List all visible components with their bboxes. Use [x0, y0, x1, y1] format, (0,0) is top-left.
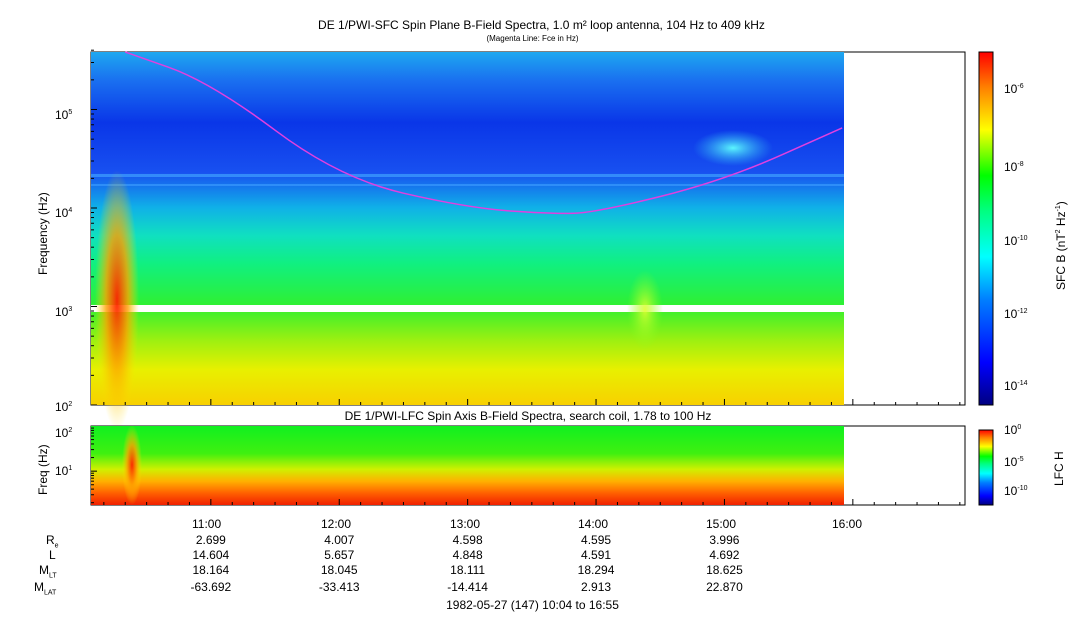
ephem-label-l: L	[49, 548, 56, 562]
ephem-value-re: 4.007	[324, 533, 355, 547]
time-tick-1100: 11:00	[192, 517, 222, 531]
footer-time-range: 1982-05-27 (147) 10:04 to 16:55	[446, 598, 619, 612]
ephem-value-l: 14.604	[192, 548, 230, 562]
ephem-value-mlt: 18.625	[706, 563, 743, 577]
bottom-burst-feature	[122, 425, 142, 505]
time-tick-1400: 14:00	[578, 517, 609, 531]
top-interference-band-2	[91, 184, 844, 186]
ephem-value-mlat: -33.413	[318, 580, 360, 594]
top-y-axis-label: Frequency (Hz)	[36, 192, 50, 275]
fce-magenta-line	[124, 51, 843, 215]
bottom-ytick-100: 102	[55, 426, 73, 440]
bottom-ytick-10: 101	[55, 464, 73, 478]
bottom-panel-title: DE 1/PWI-LFC Spin Axis B-Field Spectra, …	[344, 409, 712, 423]
ephem-value-re: 4.595	[581, 533, 612, 547]
ephem-value-mlt: 18.164	[192, 563, 230, 577]
bottom-cb-tick-0: 100	[1004, 423, 1022, 437]
time-tick-1200: 12:00	[321, 517, 352, 531]
time-tick-1300: 13:00	[450, 517, 481, 531]
ephem-value-mlt: 18.294	[577, 563, 615, 577]
top-cb-tick-6: 10-6	[1004, 82, 1024, 96]
chorus-patch-feature	[693, 130, 773, 166]
bottom-spectrogram-field	[91, 426, 844, 505]
ephem-label-re: Re	[46, 533, 59, 550]
ephem-value-mlt: 18.045	[320, 563, 358, 577]
ephem-value-l: 4.692	[709, 548, 740, 562]
top-ytick-100: 102	[55, 400, 73, 414]
top-ytick-1k: 103	[55, 305, 73, 319]
bottom-y-axis-label: Freq (Hz)	[36, 444, 50, 495]
ephem-value-l: 4.848	[452, 548, 483, 562]
top-spectrogram-field	[91, 52, 844, 405]
top-panel-title: DE 1/PWI-SFC Spin Plane B-Field Spectra,…	[318, 18, 765, 32]
ephem-value-re: 2.699	[195, 533, 226, 547]
ephem-value-re: 3.996	[709, 533, 740, 547]
ephem-value-l: 5.657	[324, 548, 355, 562]
low-freq-burst-feature	[627, 270, 663, 350]
ephem-label-mlat: MLAT	[34, 580, 57, 597]
ephem-value-l: 4.591	[581, 548, 612, 562]
bottom-colorbar-label: LFC H	[1052, 451, 1066, 486]
ephem-value-mlat: 2.913	[581, 580, 612, 594]
top-ytick-10k: 104	[55, 206, 73, 220]
top-cb-tick-14: 10-14	[1004, 379, 1028, 393]
ephem-value-mlat: 22.870	[706, 580, 743, 594]
top-interference-band	[91, 174, 844, 177]
bottom-cb-tick-5: 10-5	[1004, 455, 1024, 469]
top-ytick-100k: 105	[55, 108, 73, 122]
ephem-value-mlt: 18.111	[450, 563, 486, 577]
time-tick-1600: 16:00	[832, 517, 863, 531]
top-data-gap	[91, 305, 844, 312]
bottom-cb-tick-10: 10-10	[1004, 484, 1028, 498]
ephem-value-re: 4.598	[452, 533, 483, 547]
top-cb-tick-8: 10-8	[1004, 160, 1024, 174]
auroral-hiss-feature	[95, 170, 139, 430]
ephem-label-mlt: MLT	[39, 563, 57, 580]
time-tick-1500: 15:00	[706, 517, 737, 531]
bottom-colorbar	[978, 429, 994, 506]
top-cb-tick-10: 10-10	[1004, 234, 1028, 248]
ephem-value-mlat: -63.692	[190, 580, 232, 594]
top-colorbar-label: SFC B (nT2 Hz-1)	[1054, 201, 1068, 290]
top-panel-subtitle: (Magenta Line: Fce in Hz)	[486, 34, 579, 43]
axis-ticks	[91, 49, 961, 505]
top-cb-tick-12: 10-12	[1004, 307, 1028, 321]
top-colorbar	[978, 51, 994, 406]
ephem-value-mlat: -14.414	[447, 580, 488, 594]
